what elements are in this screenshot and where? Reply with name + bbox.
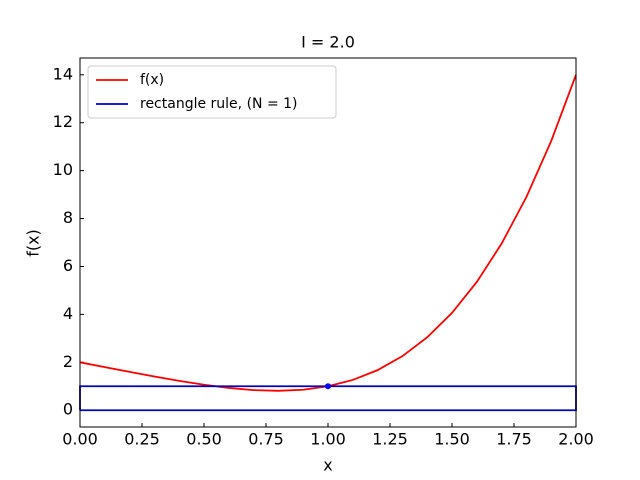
legend-box <box>87 65 337 119</box>
x-tick-label: 0.25 <box>124 430 160 449</box>
x-tick-label: 1.75 <box>496 430 532 449</box>
y-tick-label: 0 <box>63 400 73 419</box>
y-tick-label: 4 <box>63 304 73 323</box>
y-axis-label: f(x) <box>24 229 43 257</box>
y-tick-label: 2 <box>63 352 73 371</box>
y-tick-label: 12 <box>53 112 73 131</box>
y-tick-label: 6 <box>63 256 73 275</box>
x-tick-label: 2.00 <box>558 430 594 449</box>
y-tick-label: 8 <box>63 208 73 227</box>
x-tick-label: 0.75 <box>248 430 284 449</box>
legend-label: f(x) <box>140 72 164 88</box>
plot-frame <box>79 57 577 428</box>
chart-title: I = 2.0 <box>301 33 355 52</box>
midpoint <box>325 383 331 390</box>
x-tick-label: 1.00 <box>310 430 346 449</box>
x-axis-label: x <box>323 456 332 475</box>
x-tick-label: 1.50 <box>434 430 470 449</box>
y-tick-label: 14 <box>53 64 73 83</box>
x-tick-label: 1.25 <box>372 430 408 449</box>
legend-label: rectangle rule, (N = 1) <box>140 96 298 112</box>
x-tick-label: 0.50 <box>186 430 222 449</box>
line-series <box>79 385 577 412</box>
x-tick-label: 0.00 <box>62 430 98 449</box>
y-tick-label: 10 <box>53 160 73 179</box>
line-series <box>79 74 577 392</box>
